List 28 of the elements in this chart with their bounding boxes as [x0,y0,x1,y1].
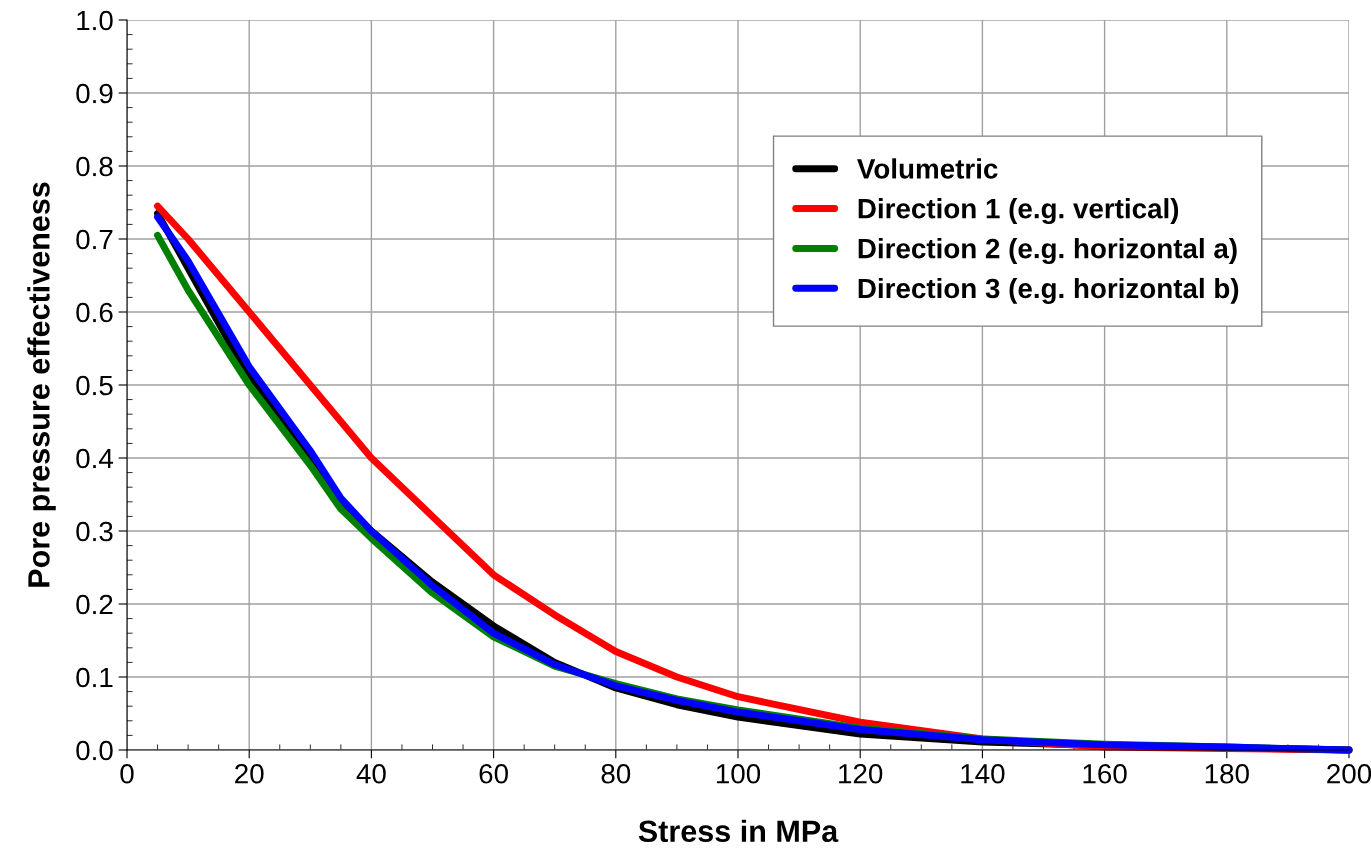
y-tick-label: 1.0 [77,10,113,31]
y-tick-label: 0.8 [76,156,113,177]
x-tick-label: 140 [961,763,1005,784]
legend-label: Direction 3 (e.g. horizontal b) [858,277,1239,304]
legend-label: Direction 1 (e.g. vertical) [858,198,1179,225]
y-tick-label: 0.0 [76,740,113,761]
y-tick-label: 0.5 [76,375,113,396]
x-tick-label: 80 [601,763,631,784]
x-tick-label: 0 [120,763,134,784]
legend-label: Volumetric [857,158,998,179]
y-axis-title: Pore pressure effectiveness [27,182,56,587]
x-tick-label: 200 [1327,763,1371,784]
x-tick-label: 20 [235,763,264,784]
x-axis-title: Stress in MPa [638,819,839,843]
x-tick-label: 160 [1083,763,1127,784]
x-tick-label: 120 [839,763,883,784]
y-tick-label: 0.9 [76,83,113,104]
y-tick-label: 0.3 [76,521,113,542]
x-tick-label: 40 [356,763,386,784]
x-tick-label: 60 [479,763,508,784]
y-tick-label: 0.4 [76,448,113,469]
x-tick-label: 100 [716,763,761,784]
x-tick-label: 180 [1205,763,1249,784]
legend-label: Direction 2 (e.g. horizontal a) [858,238,1237,265]
y-tick-label: 0.1 [76,667,113,688]
y-tick-label: 0.7 [76,229,113,250]
y-tick-label: 0.2 [76,594,113,615]
y-tick-label: 0.6 [76,302,113,323]
